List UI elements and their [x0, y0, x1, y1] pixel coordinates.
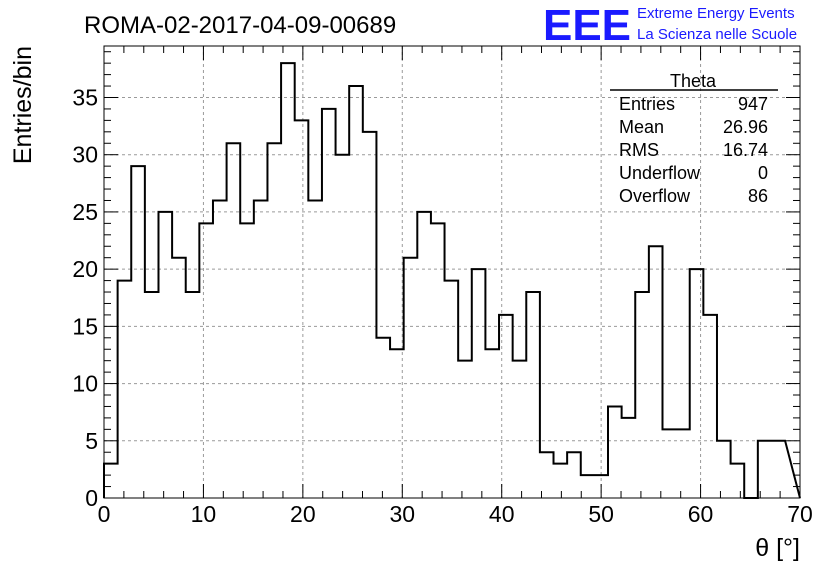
y-tick-label: 30: [72, 142, 98, 168]
y-axis-label: Entries/bin: [9, 46, 37, 164]
y-tick-label: 25: [72, 199, 98, 225]
x-tick-label: 10: [191, 501, 217, 527]
y-tick-label: 5: [85, 428, 98, 454]
stats-box-title: Theta: [670, 71, 717, 91]
logo-mark: EEE: [543, 1, 631, 50]
y-tick-label: 0: [85, 485, 98, 511]
stats-value: 0: [758, 163, 768, 183]
y-tick-labels: 0 5 10 15 20 25 30 35: [72, 84, 98, 511]
stats-value: 947: [738, 94, 768, 114]
grid-lines: [104, 46, 800, 498]
stats-label: Underflow: [619, 163, 701, 183]
stats-label: RMS: [619, 140, 659, 160]
chart-title: ROMA-02-2017-04-09-00689: [84, 12, 396, 39]
x-tick-label: 20: [290, 501, 316, 527]
y-tick-label: 35: [72, 84, 98, 110]
stats-label: Overflow: [619, 186, 691, 206]
x-tick-label: 50: [588, 501, 614, 527]
stats-label: Mean: [619, 117, 664, 137]
y-tick-label: 10: [72, 371, 98, 397]
axis-ticks: [103, 46, 801, 499]
x-tick-label: 0: [98, 501, 111, 527]
stats-value: 16.74: [723, 140, 768, 160]
logo-line-2: La Scienza nelle Scuole: [637, 26, 797, 43]
stats-label: Entries: [619, 94, 675, 114]
x-axis-label: θ [°]: [755, 534, 800, 562]
histogram-outline: [103, 62, 801, 499]
x-tick-label: 30: [389, 501, 415, 527]
stats-box: Theta Entries 947 Mean 26.96 RMS 16.74 Underfl…: [610, 71, 778, 206]
logo-line-1: Extreme Energy Events: [637, 5, 795, 22]
stats-value: 86: [748, 186, 768, 206]
x-tick-label: 60: [688, 501, 714, 527]
eee-logo: EEE Extreme Energy Events La Scienza nel…: [543, 1, 797, 50]
stats-value: 26.96: [723, 117, 768, 137]
y-tick-label: 15: [72, 313, 98, 339]
x-tick-label: 40: [489, 501, 515, 527]
x-tick-label: 70: [787, 501, 813, 527]
y-tick-label: 20: [72, 256, 98, 282]
plot-frame: [103, 45, 801, 499]
x-tick-labels: 0 10 20 30 40 50 60 70: [98, 501, 813, 527]
